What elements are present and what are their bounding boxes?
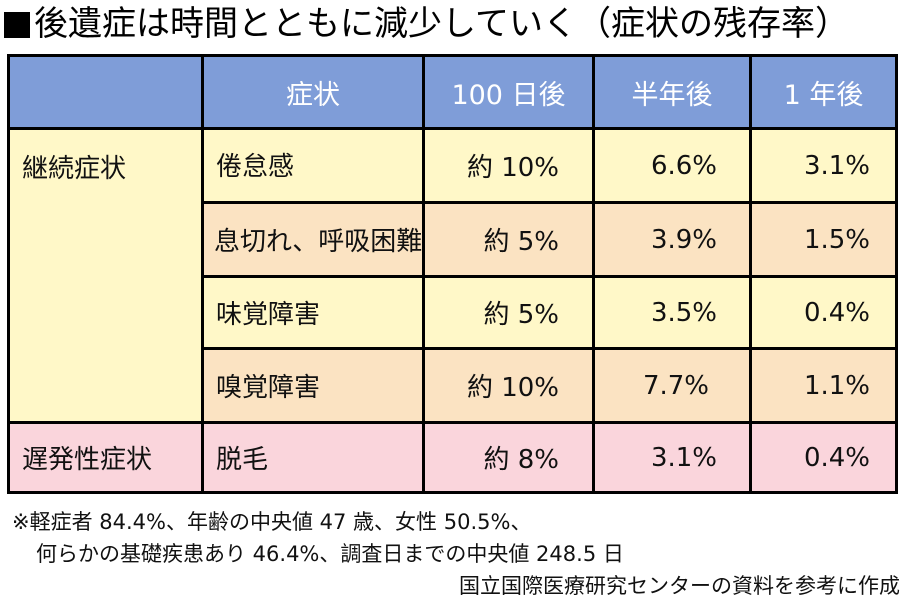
footnote-line-2: 何らかの基礎疾患あり 46.4%、調査日までの中央値 248.5 日 — [36, 542, 624, 566]
source-note: 国立国際医療研究センターの資料を参考に作成 — [459, 574, 900, 598]
symptom-table: 症状 100 日後 半年後 1 年後 継続症状 倦怠感 約 10% 6.6% 3… — [7, 54, 898, 494]
value-cell-half-year: 3.1% — [595, 424, 749, 491]
value-cell-half-year: 3.5% — [595, 278, 749, 347]
symptom-cell: 嗅覚障害 — [204, 350, 422, 421]
header-cell-half-year: 半年後 — [595, 57, 749, 127]
value-cell-half-year: 7.7% — [595, 350, 749, 421]
value-cell-one-year: 1.1% — [752, 350, 895, 421]
value-cell-one-year: 3.1% — [752, 130, 895, 201]
footnote-line-1: ※軽症者 84.4%、年齢の中央値 47 歳、女性 50.5%、 — [12, 510, 532, 534]
header-cell-symptom: 症状 — [204, 57, 422, 127]
value-cell-100-days: 約 5% — [425, 204, 592, 275]
value-cell-100-days: 約 10% — [425, 130, 592, 201]
value-cell-100-days: 約 10% — [425, 350, 592, 421]
header-cell-group — [10, 57, 201, 127]
value-cell-half-year: 6.6% — [595, 130, 749, 201]
value-cell-one-year: 0.4% — [752, 424, 895, 491]
value-cell-100-days: 約 5% — [425, 278, 592, 347]
header-cell-one-year: 1 年後 — [752, 57, 895, 127]
title-square-marker — [4, 12, 30, 38]
symptom-cell: 味覚障害 — [204, 278, 422, 347]
value-cell-100-days: 約 8% — [425, 424, 592, 491]
header-cell-100-days: 100 日後 — [425, 57, 592, 127]
symptom-cell: 息切れ、呼吸困難 — [204, 204, 422, 275]
group-label-continuing: 継続症状 — [10, 130, 201, 421]
group-label-delayed: 遅発性症状 — [10, 424, 201, 491]
value-cell-one-year: 1.5% — [752, 204, 895, 275]
page-title: 後遺症は時間とともに減少していく（症状の残存率） — [4, 2, 849, 46]
value-cell-half-year: 3.9% — [595, 204, 749, 275]
symptom-cell: 脱毛 — [204, 424, 422, 491]
symptom-cell: 倦怠感 — [204, 130, 422, 201]
value-cell-one-year: 0.4% — [752, 278, 895, 347]
title-text: 後遺症は時間とともに減少していく（症状の残存率） — [34, 4, 849, 44]
